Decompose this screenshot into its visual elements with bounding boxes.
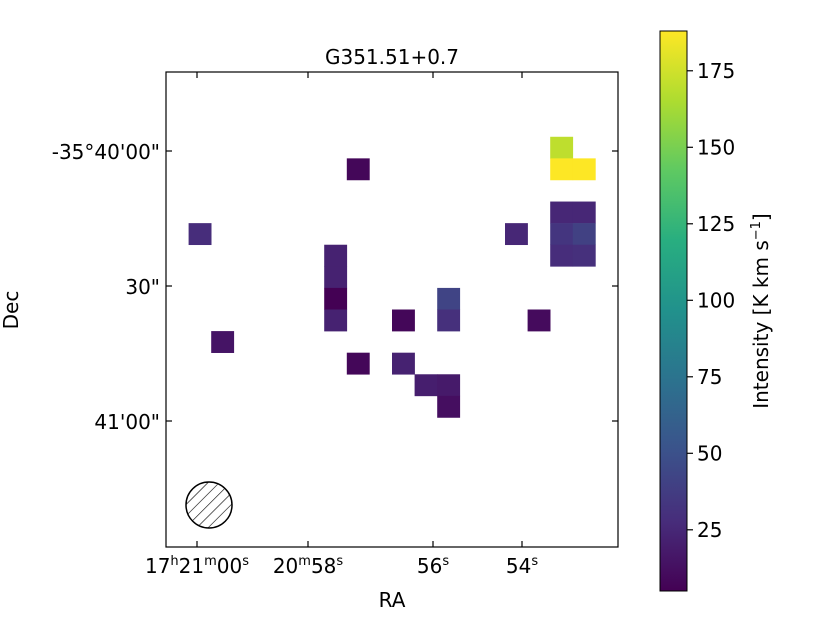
beam-marker <box>185 481 233 529</box>
pixel-layer <box>188 136 596 418</box>
pixel-10 <box>188 223 212 246</box>
chart-title: G351.51+0.7 <box>325 45 459 69</box>
pixel-7 <box>572 223 596 246</box>
pixel-12 <box>324 244 348 267</box>
pixel-19 <box>527 309 551 332</box>
pixel-11 <box>505 223 528 246</box>
pixel-6 <box>550 223 574 246</box>
y-axis-label: Dec <box>0 291 23 330</box>
pixel-25 <box>437 395 461 418</box>
pixel-18 <box>392 309 415 332</box>
pixel-1 <box>550 158 574 181</box>
colorbar-tick-label-4: 125 <box>697 212 735 236</box>
x-axis-label: RA <box>379 588 406 612</box>
x-tick-label-2: 56s <box>417 554 449 578</box>
pixel-22 <box>392 352 415 375</box>
plot-frame <box>165 71 619 548</box>
pixel-14 <box>324 287 348 310</box>
colorbar-tick-label-2: 75 <box>697 365 722 389</box>
pixel-8 <box>550 244 574 267</box>
colorbar-tick-label-3: 100 <box>697 288 735 312</box>
pixel-24 <box>437 374 461 397</box>
pixel-15 <box>324 309 348 332</box>
colorbar-tick-label-6: 175 <box>697 59 735 83</box>
pixel-16 <box>437 287 461 310</box>
pixel-9 <box>572 244 596 267</box>
pixel-2 <box>572 158 596 181</box>
colorbar-tick-label-5: 150 <box>697 135 735 159</box>
pixel-5 <box>572 201 596 224</box>
y-tick-label-2: 41'00" <box>94 410 160 434</box>
y-tick-label-1: 30" <box>125 275 160 299</box>
colorbar-tick-label-0: 25 <box>697 518 722 542</box>
x-tick-label-0: 17h21m00s <box>145 554 249 578</box>
pixel-23 <box>414 374 438 397</box>
pixel-4 <box>550 201 574 224</box>
pixel-3 <box>346 158 370 181</box>
pixel-21 <box>346 352 370 375</box>
pixel-20 <box>211 331 235 353</box>
pixel-0 <box>550 136 574 159</box>
pixel-17 <box>437 309 461 332</box>
colorbar-tick-label-1: 50 <box>697 441 722 465</box>
x-tick-label-3: 54s <box>506 554 538 578</box>
y-tick-label-0: -35°40'00" <box>52 140 160 164</box>
colorbar-label: Intensity [K km s−1] <box>749 213 773 409</box>
pixel-13 <box>324 266 348 289</box>
colorbar <box>659 30 688 592</box>
x-tick-label-1: 20m58s <box>273 554 344 578</box>
